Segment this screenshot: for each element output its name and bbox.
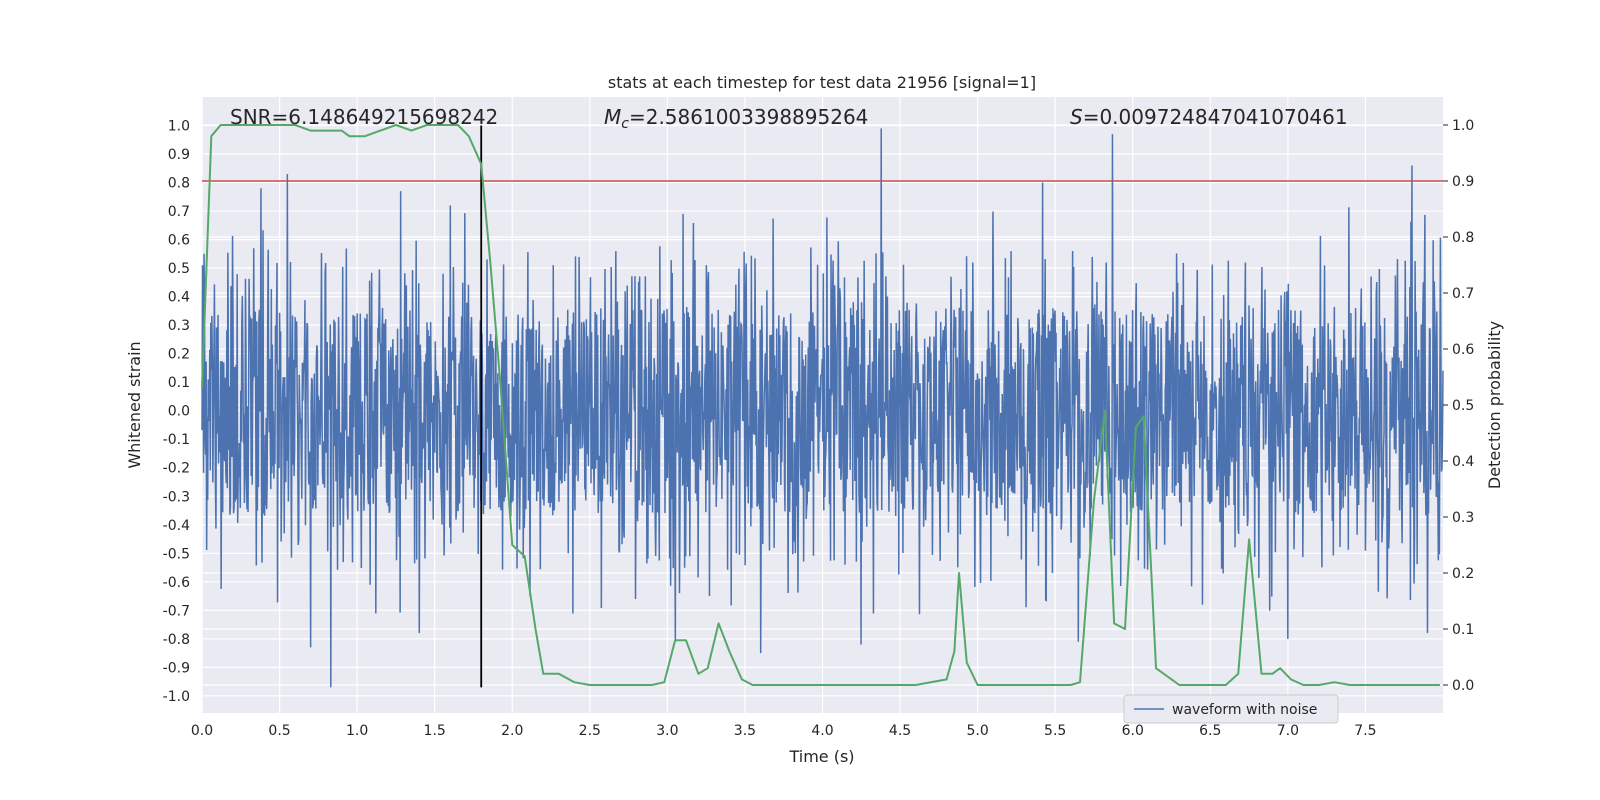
y-tick-label-right: 0.2 [1452,566,1474,582]
y-tick-label-right: 0.3 [1452,510,1474,526]
x-tick-label: 7.0 [1277,723,1299,739]
mc-subscript: c [621,116,629,132]
y-tick-label-right: 0.8 [1452,230,1474,246]
y-tick-label-right: 0.6 [1452,342,1474,358]
x-tick-label: 2.5 [579,723,601,739]
y-tick-label-left: -0.8 [163,632,190,648]
y-tick-label-left: 0.9 [168,147,190,163]
y-tick-label-left: -0.7 [163,603,190,619]
waveform-line [201,128,1444,688]
y-tick-label-left: -0.6 [163,575,190,591]
chart-title: stats at each timestep for test data 219… [608,73,1036,92]
y-tick-label-right: 0.1 [1452,622,1474,638]
y-axis-label-left: Whitened strain [125,341,144,468]
probability-line [201,124,1440,686]
y-tick-label-right: 1.0 [1452,118,1474,134]
x-tick-label: 6.0 [1122,723,1144,739]
legend: waveform with noise [1123,694,1339,724]
y-tick-label-left: 0.6 [168,233,190,249]
y-tick-label-right: 0.0 [1452,678,1474,694]
y-tick-label-left: 0.0 [168,404,190,420]
y-tick-label-right: 0.7 [1452,286,1474,302]
y-tick-label-left: -0.2 [163,461,190,477]
x-tick-label: 0.0 [191,723,213,739]
x-tick-label: 3.0 [656,723,678,739]
x-tick-label: 5.0 [966,723,988,739]
y-axis-label-right: Detection probability [1485,321,1504,489]
y-tick-label-left: -0.3 [163,489,190,505]
y-tick-label-left: 0.1 [168,375,190,391]
y-tick-label-left: 0.7 [168,204,190,220]
y-tick-label-right: 0.5 [1452,398,1474,414]
legend-label: waveform with noise [1172,702,1317,718]
x-tick-label: 3.5 [734,723,756,739]
x-axis-label: Time (s) [788,747,854,766]
left-y-axis-ticks: 1.0 0.9 0.8 0.7 0.6 0.5 0.4 0.3 0.2 0.1 0.0 -0.1 -0.… [163,119,190,705]
s-value: =0.009724847041070461 [1083,105,1348,129]
y-tick-label-left: -0.9 [163,660,190,676]
y-tick-label-left: -0.4 [163,518,190,534]
x-tick-label: 7.5 [1354,723,1376,739]
right-y-axis-ticks: 1.0 0.9 0.8 0.7 0.6 0.5 0.4 0.3 0.2 0.1 0.0 [1443,118,1474,694]
x-tick-label: 1.0 [346,723,368,739]
x-tick-label: 0.5 [268,723,290,739]
y-tick-label-left: 0.2 [168,347,190,363]
x-tick-label: 5.5 [1044,723,1066,739]
y-tick-label-right: 0.9 [1452,174,1474,190]
y-tick-label-left: 0.3 [168,318,190,334]
waveform-series [201,128,1444,688]
y-tick-label-right: 0.4 [1452,454,1474,470]
significance-annotation: S=0.009724847041070461 [1070,105,1348,129]
y-tick-label-left: 1.0 [168,119,190,135]
y-tick-label-left: 0.8 [168,176,190,192]
s-symbol: S [1070,105,1083,129]
y-tick-label-left: 0.4 [168,290,190,306]
x-tick-label: 4.0 [811,723,833,739]
snr-annotation: SNR=6.148649215698242 [230,105,498,129]
x-tick-label: 4.5 [889,723,911,739]
y-tick-label-left: 0.5 [168,261,190,277]
x-axis-ticks: 0.0 0.5 1.0 1.5 2.0 2.5 3.0 3.5 4.0 4.5 5.0 5.5 6.0 6… [191,723,1377,739]
mc-value: =2.5861003398895264 [629,105,868,129]
y-tick-label-left: -0.1 [163,432,190,448]
y-tick-label-left: -0.5 [163,546,190,562]
y-tick-label-left: -1.0 [163,689,190,705]
legend-box [1123,694,1339,724]
x-tick-label: 1.5 [424,723,446,739]
x-tick-label: 2.0 [501,723,523,739]
chirp-mass-annotation: Mc=2.5861003398895264 [604,105,868,132]
x-tick-label: 6.5 [1199,723,1221,739]
overlay-lines [201,124,1443,688]
mc-symbol: M [604,105,621,129]
